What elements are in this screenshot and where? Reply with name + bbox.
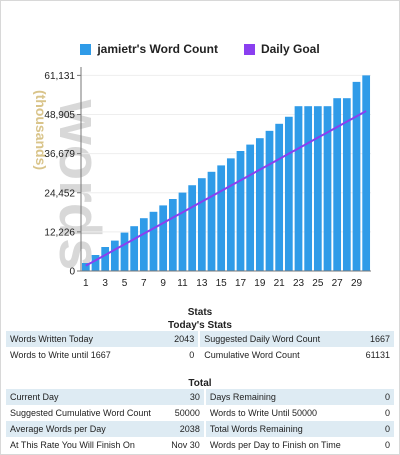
- word-count-bar: [294, 106, 303, 271]
- stats-row: Average Words per Day 2038 Total Words Rem…: [6, 421, 394, 437]
- total-stats-table: Current Day 30 Days Remaining 0 Suggested Cu…: [6, 389, 394, 453]
- chart-watermark: words: [47, 99, 112, 271]
- y-tick-label: 0: [69, 267, 75, 278]
- word-count-bar: [178, 192, 187, 271]
- stats-value: 50000: [167, 405, 206, 421]
- x-tick-label: 25: [312, 278, 324, 289]
- stats-row: Words to Write until 1667 0 Cumulative Wor…: [6, 347, 394, 363]
- word-count-bar: [188, 185, 197, 271]
- stats-label: Days Remaining: [204, 389, 366, 405]
- word-count-bar: [130, 226, 139, 271]
- stats-label: Average Words per Day: [6, 421, 168, 437]
- stats-row: At This Rate You Will Finish On Nov 30 Wor…: [6, 437, 394, 453]
- word-count-bar: [362, 75, 371, 271]
- x-tick-label: 3: [102, 278, 108, 289]
- today-stats-heading: Today's Stats: [168, 320, 232, 331]
- x-tick-label: 17: [235, 278, 247, 289]
- word-count-bar: [352, 81, 361, 271]
- stats-row: Current Day 30 Days Remaining 0: [6, 389, 394, 405]
- word-count-bar: [284, 116, 293, 271]
- word-count-bar: [313, 106, 322, 271]
- y-axis-label: (thousands): [33, 90, 49, 170]
- stats-label: Words to Write Until 50000: [204, 405, 366, 421]
- word-count-bar: [91, 255, 100, 271]
- x-tick-label: 27: [332, 278, 344, 289]
- stats-value: 0: [365, 437, 394, 453]
- y-tick-label: 36,679: [44, 149, 75, 160]
- word-count-bar: [333, 98, 342, 271]
- stats-value: 61131: [361, 347, 394, 363]
- stats-value: 0: [365, 405, 394, 421]
- stats-value: 0: [365, 389, 394, 405]
- x-tick-label: 9: [160, 278, 166, 289]
- stats-value: Nov 30: [167, 437, 206, 453]
- legend-label-word-count: jamietr's Word Count: [97, 42, 218, 56]
- stats-heading: Stats: [187, 307, 213, 318]
- word-count-bar: [226, 158, 235, 271]
- x-tick-label: 1: [83, 278, 89, 289]
- x-tick-label: 5: [122, 278, 128, 289]
- word-count-bar: [149, 211, 158, 271]
- x-tick-label: 11: [177, 278, 188, 289]
- word-count-bar: [159, 205, 168, 271]
- word-count-bar: [342, 98, 351, 271]
- x-tick-label: 23: [293, 278, 305, 289]
- word-count-bar: [255, 138, 264, 271]
- stats-label: Cumulative Word Count: [199, 347, 362, 363]
- word-count-bar: [139, 218, 148, 271]
- daily-goal-line: [85, 110, 367, 267]
- y-tick-label: 61,131: [44, 71, 75, 82]
- legend-item-word-count: jamietr's Word Count: [80, 42, 218, 56]
- today-stats-table: Words Written Today 2043 Suggested Daily W…: [6, 331, 394, 363]
- stats-value: 2043: [168, 331, 201, 347]
- y-tick-label: 48,905: [44, 110, 75, 121]
- stats-label: Words to Write until 1667: [6, 347, 169, 363]
- word-count-bar: [275, 123, 284, 271]
- x-tick-label: 15: [216, 278, 228, 289]
- word-count-bar: [265, 130, 274, 271]
- stats-value: 2038: [167, 421, 206, 437]
- stats-label: Total Words Remaining: [204, 421, 366, 437]
- x-tick-label: 13: [196, 278, 208, 289]
- legend-item-daily-goal: Daily Goal: [243, 42, 320, 56]
- word-count-bar: [323, 106, 332, 271]
- word-count-bar: [217, 165, 226, 271]
- x-tick-label: 19: [254, 278, 266, 289]
- y-tick-label: 24,452: [44, 188, 75, 199]
- stats-label: Suggested Cumulative Word Count: [6, 405, 168, 421]
- word-count-bar: [236, 151, 245, 271]
- word-count-bar: [246, 144, 255, 271]
- stats-row: Words Written Today 2043 Suggested Daily W…: [6, 331, 394, 347]
- stats-row: Suggested Cumulative Word Count 50000 Word…: [6, 405, 394, 421]
- chart-legend: jamietr's Word Count Daily Goal: [0, 42, 400, 56]
- word-count-bar: [110, 240, 119, 271]
- x-tick-label: 29: [351, 278, 363, 289]
- stats-value: 0: [168, 347, 201, 363]
- stats-label: Current Day: [6, 389, 168, 405]
- word-count-bar: [81, 263, 90, 271]
- word-count-bar: [197, 178, 206, 271]
- x-tick-label: 7: [141, 278, 147, 289]
- word-count-bar: [120, 232, 129, 271]
- stats-label: Words Written Today: [6, 331, 169, 347]
- stats-value: 0: [365, 421, 394, 437]
- stats-label: At This Rate You Will Finish On: [6, 437, 168, 453]
- stats-value: 1667: [361, 331, 394, 347]
- x-tick-label: 21: [274, 278, 286, 289]
- legend-swatch-word-count: [80, 43, 92, 55]
- y-tick-label: 12,226: [44, 227, 75, 238]
- stats-label: Suggested Daily Word Count: [199, 331, 362, 347]
- word-count-bar: [207, 171, 216, 271]
- stats-value: 30: [167, 389, 206, 405]
- word-count-bar: [304, 106, 313, 271]
- word-count-bar: [101, 247, 110, 271]
- word-count-chart: words(thousands) 0 12,226 24,452 36,679 48,90…: [33, 67, 371, 289]
- word-count-bar: [168, 199, 177, 271]
- total-stats-heading: Total: [188, 378, 212, 389]
- legend-swatch-daily-goal: [243, 43, 255, 55]
- legend-label-daily-goal: Daily Goal: [260, 42, 320, 56]
- stats-label: Words per Day to Finish on Time: [204, 437, 366, 453]
